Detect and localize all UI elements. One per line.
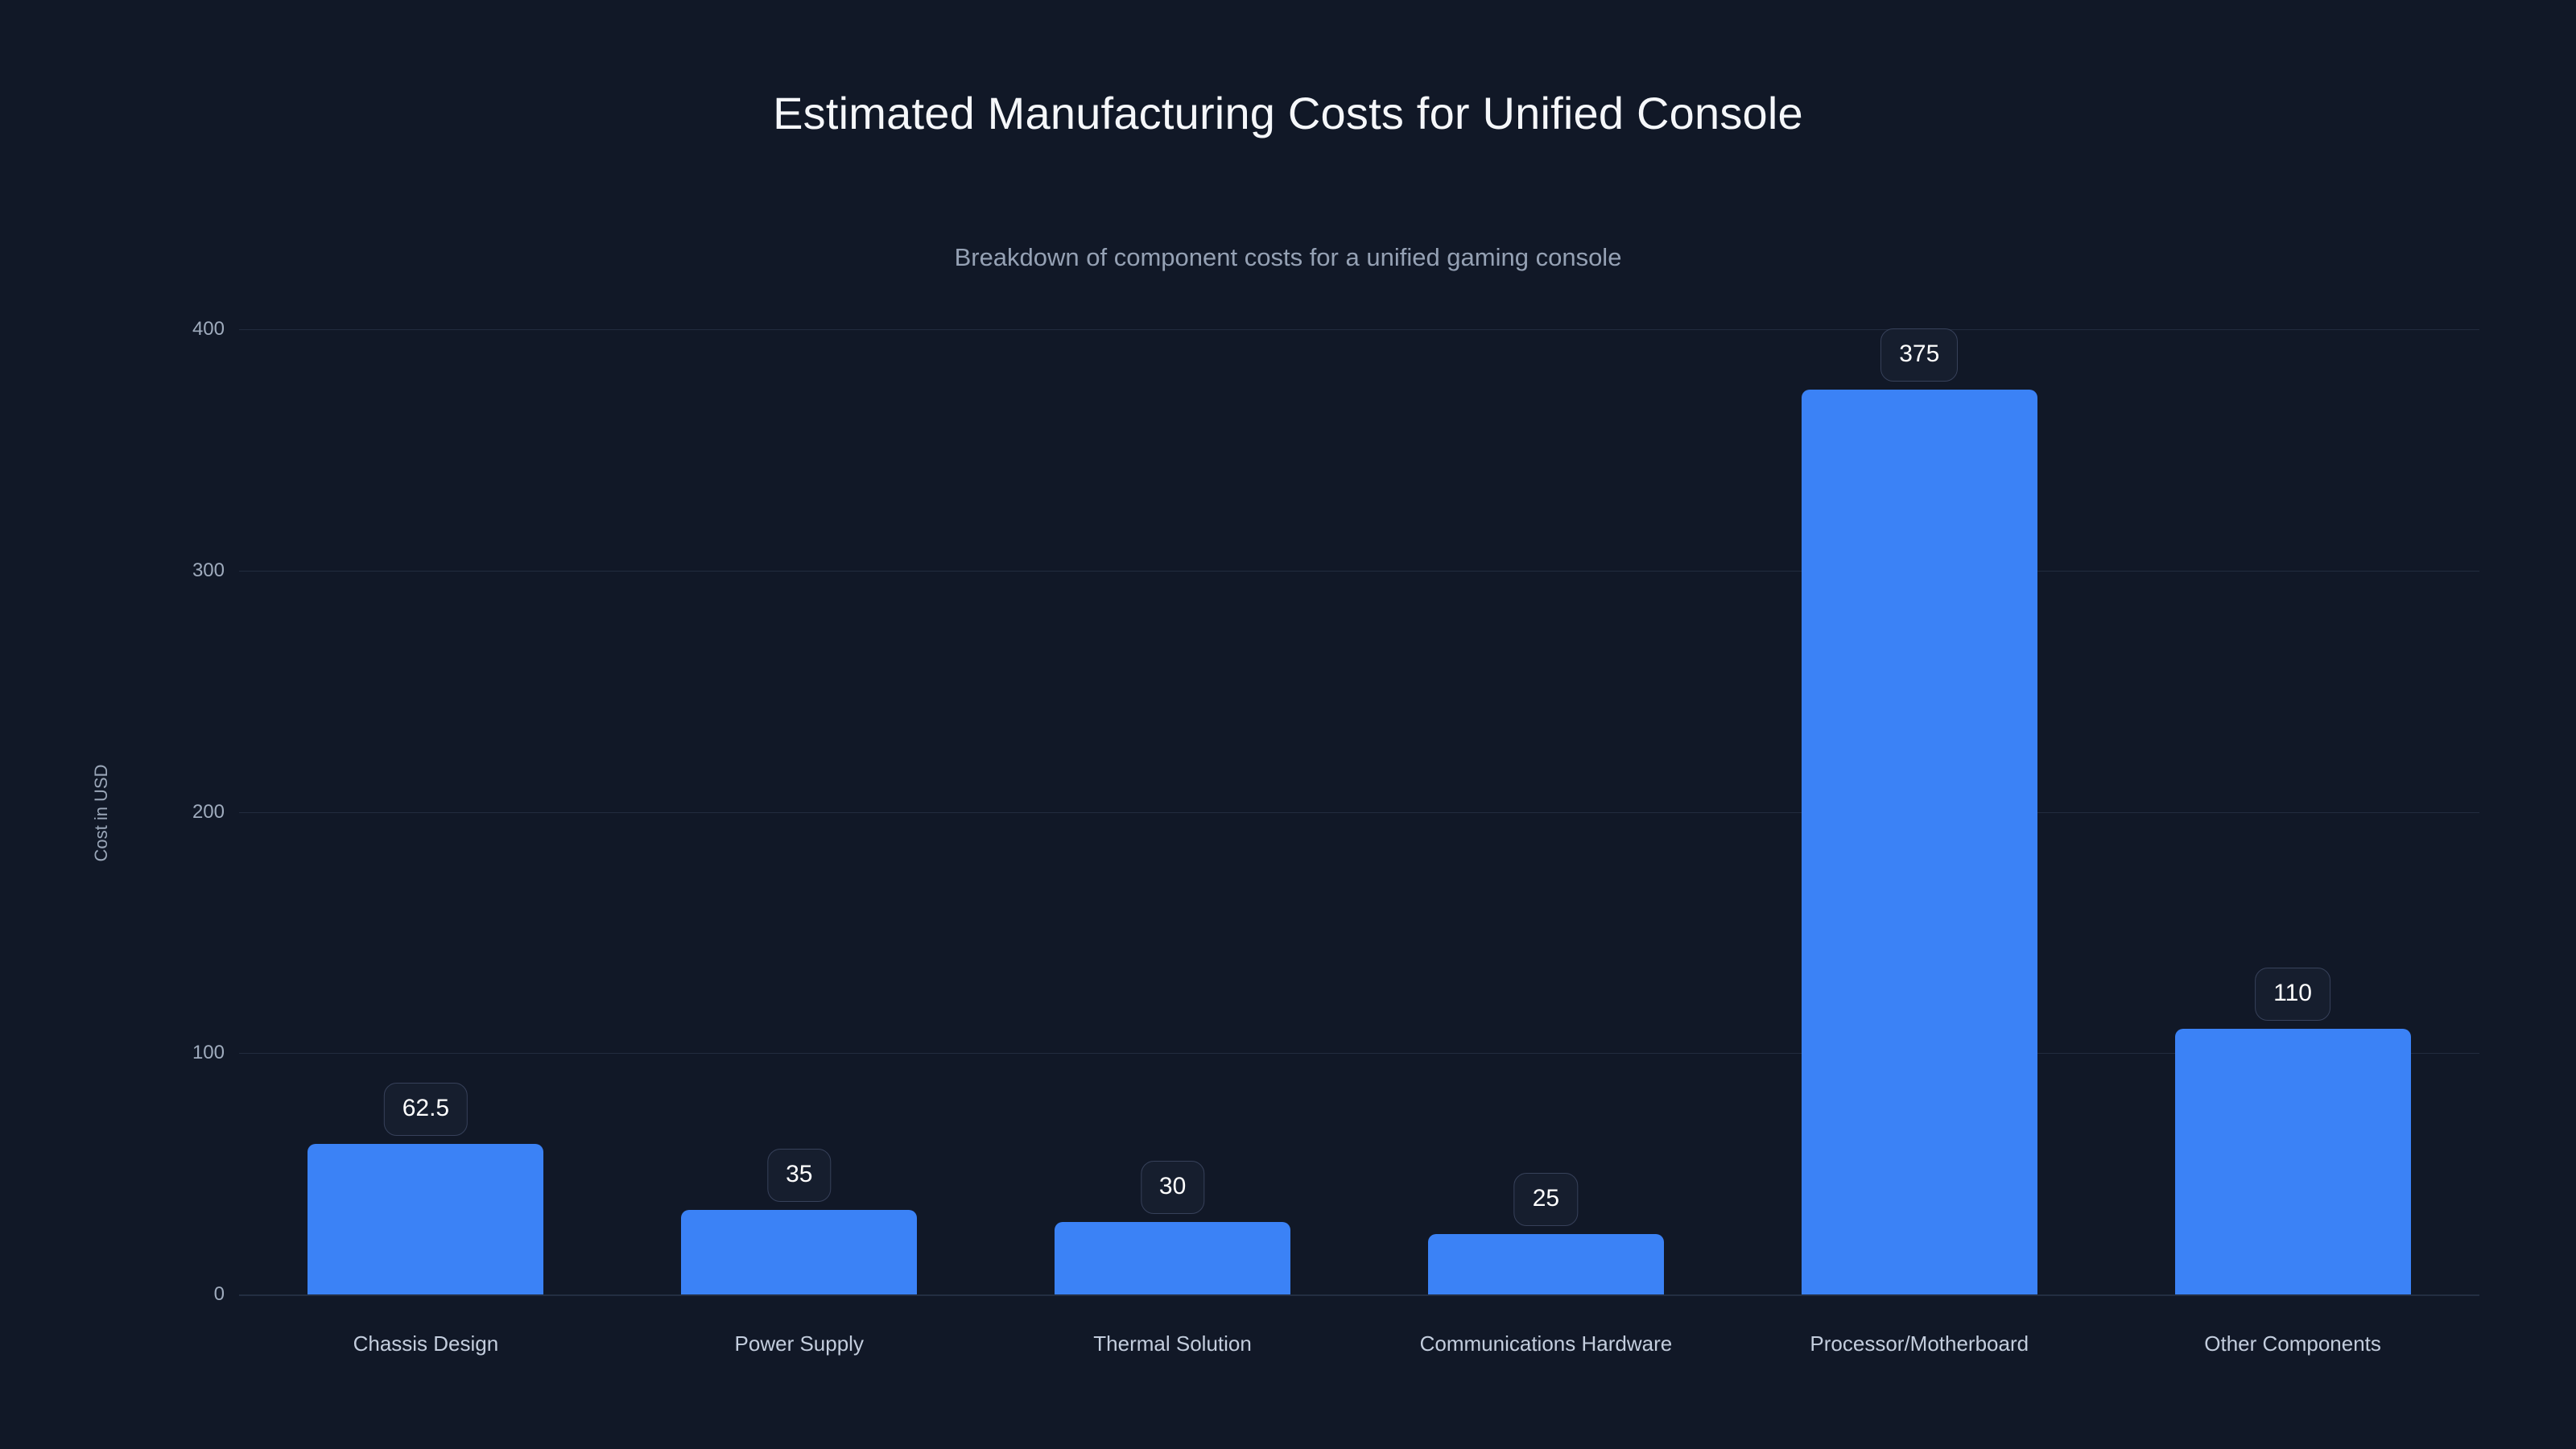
bar[interactable] <box>1427 1234 1664 1294</box>
bar-value-label: 30 <box>1140 1161 1205 1215</box>
bar[interactable] <box>308 1143 544 1294</box>
bar[interactable] <box>681 1210 918 1294</box>
gridline <box>239 570 2479 572</box>
chart-title: Estimated Manufacturing Costs for Unifie… <box>773 88 1803 138</box>
gridline <box>239 811 2479 813</box>
y-axis-tick-label: 0 <box>213 1283 225 1305</box>
gridline <box>239 329 2479 330</box>
bar-value-label: 25 <box>1513 1173 1579 1227</box>
x-axis-baseline <box>239 1294 2479 1296</box>
bar-value-label: 35 <box>767 1149 832 1203</box>
bar-value-label: 375 <box>1880 328 1959 382</box>
x-axis-category-label: Power Supply <box>734 1331 864 1356</box>
bar-value-label: 110 <box>2255 968 2330 1022</box>
y-axis-tick-label: 200 <box>192 800 225 823</box>
plot-area <box>239 306 2479 1320</box>
x-axis-category-label: Chassis Design <box>353 1331 499 1356</box>
x-axis-category-label: Communications Hardware <box>1419 1331 1673 1356</box>
x-axis-category-label: Other Components <box>2204 1331 2381 1356</box>
x-axis-category-label: Thermal Solution <box>1093 1331 1252 1356</box>
y-axis-title: Cost in USD <box>91 764 111 862</box>
bar[interactable] <box>2174 1029 2411 1294</box>
bar[interactable] <box>1055 1222 1291 1294</box>
bar[interactable] <box>1801 389 2037 1294</box>
gridline <box>239 1053 2479 1055</box>
y-axis-tick-label: 100 <box>192 1042 225 1064</box>
y-axis-tick-label: 400 <box>192 318 225 340</box>
x-axis-category-label: Processor/Motherboard <box>1810 1331 2029 1356</box>
bar-value-label: 62.5 <box>383 1082 469 1136</box>
chart-subtitle: Breakdown of component costs for a unifi… <box>954 243 1622 271</box>
y-axis-tick-label: 300 <box>192 559 225 581</box>
